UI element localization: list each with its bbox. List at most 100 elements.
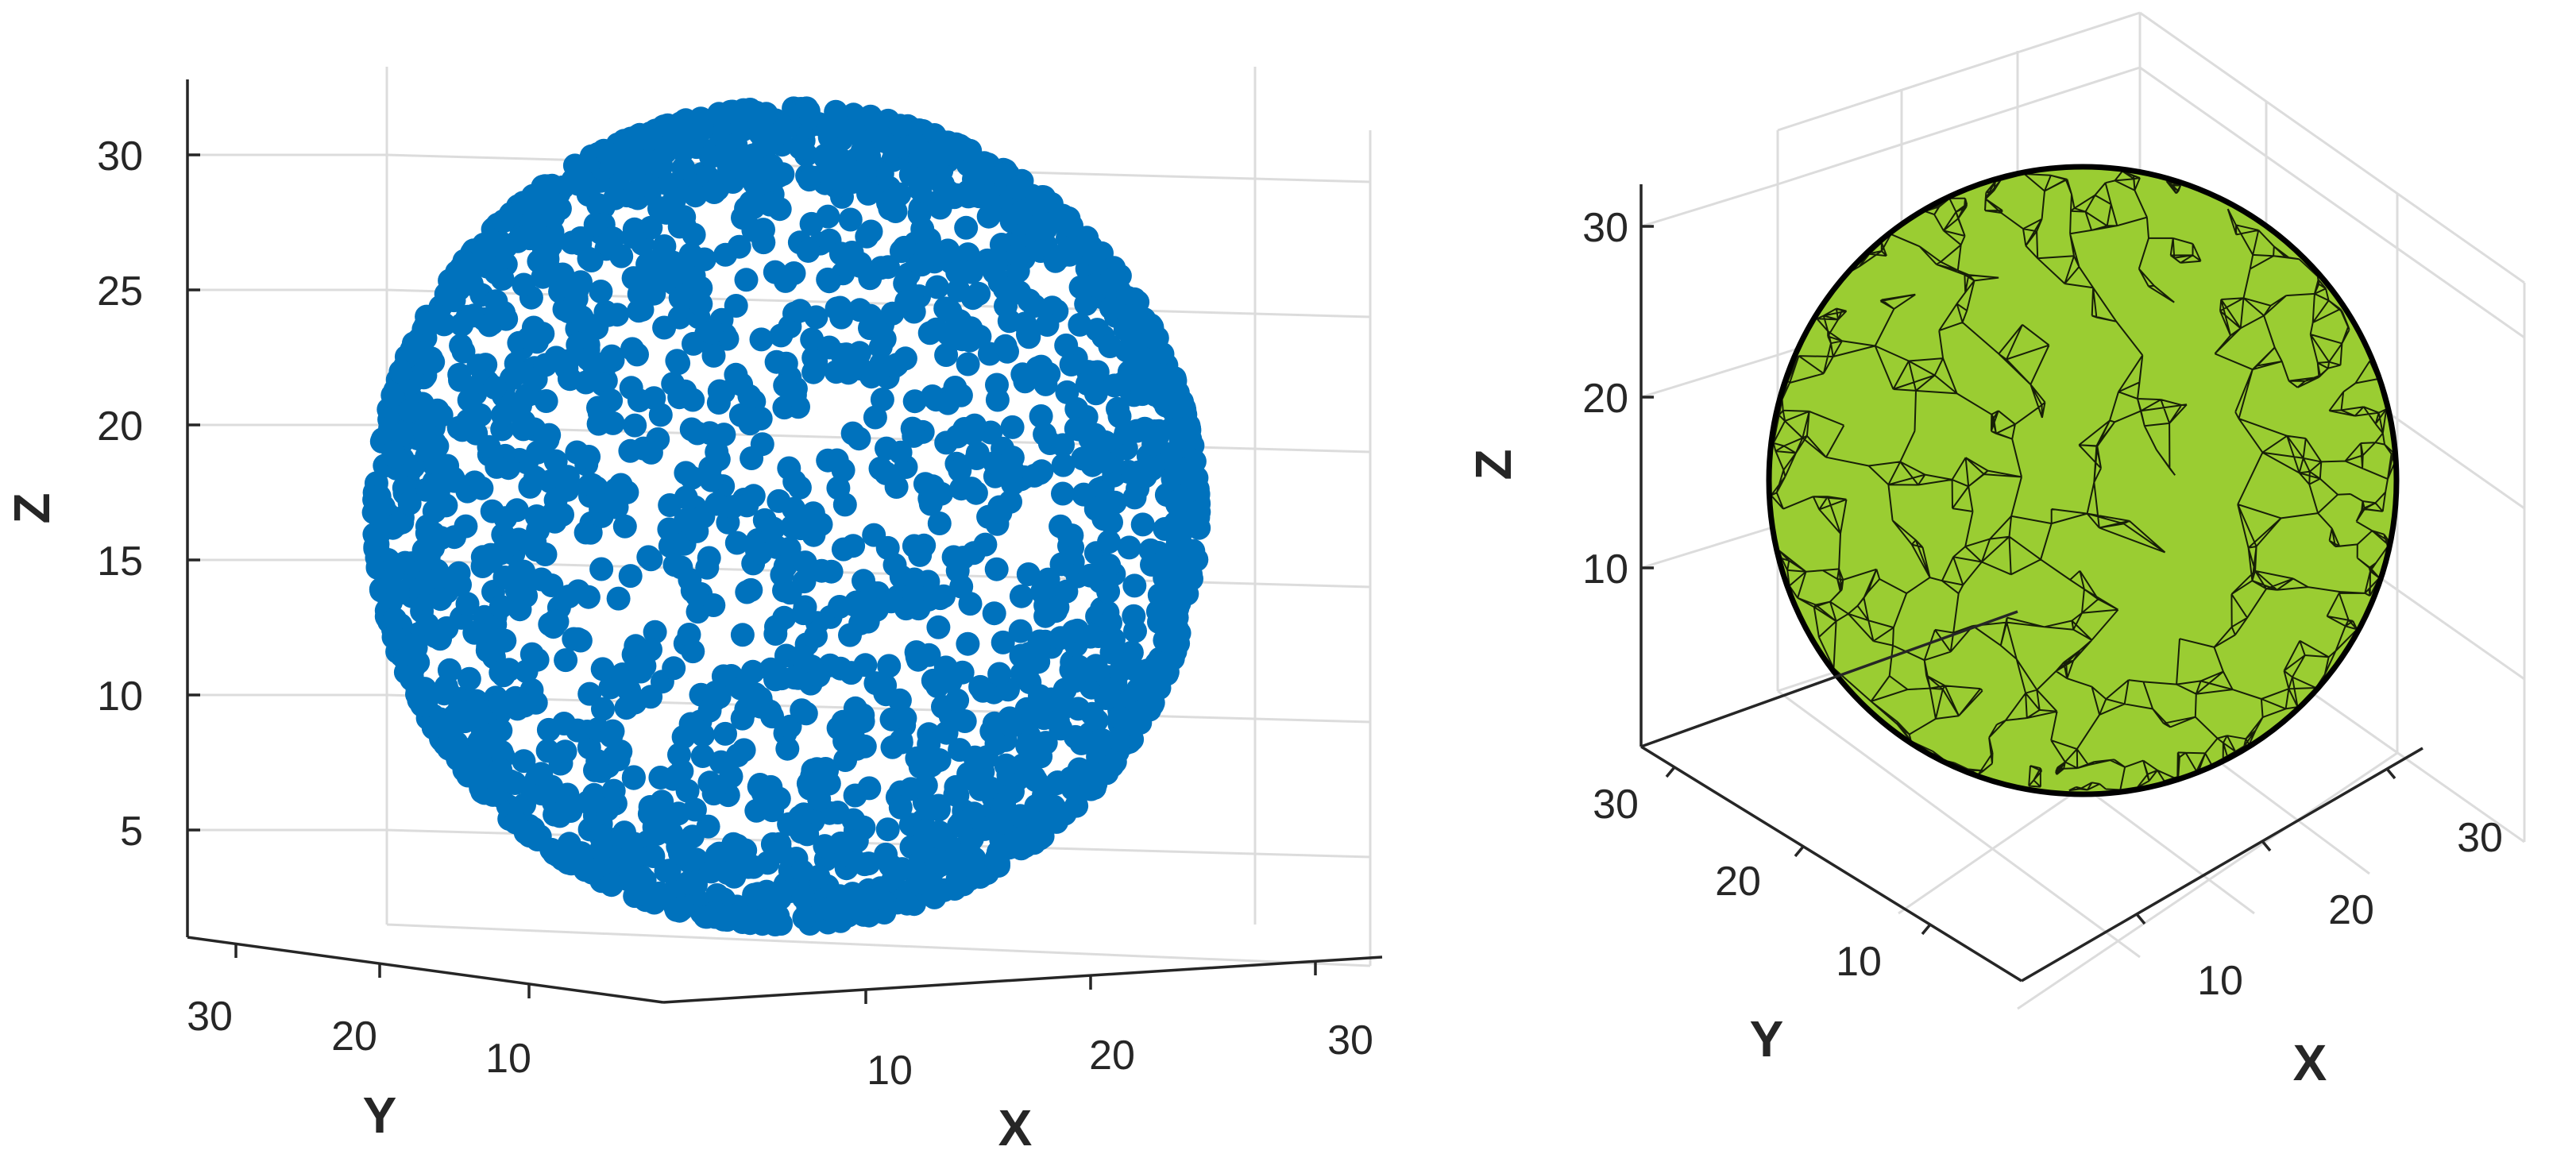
scatter-point — [725, 833, 750, 858]
scatter-point — [795, 822, 820, 847]
scatter-point — [541, 204, 566, 229]
scatter-point — [703, 680, 728, 705]
scatter-point — [388, 359, 413, 384]
scatter-point — [960, 260, 984, 284]
left-y-tick-20: 20 — [331, 1013, 377, 1060]
scatter-point — [521, 315, 546, 340]
scatter-point — [1140, 553, 1164, 577]
scatter-point — [572, 309, 597, 334]
scatter-point — [442, 288, 466, 313]
scatter-point — [536, 717, 561, 742]
scatter-point — [682, 331, 705, 356]
scatter-point — [902, 581, 926, 606]
scatter-point — [730, 706, 755, 731]
scatter-point — [625, 342, 649, 367]
scatter-point — [840, 421, 865, 446]
scatter-point — [1000, 713, 1024, 738]
scatter-point — [535, 179, 560, 203]
scatter-point — [493, 506, 518, 531]
scatter-point — [748, 407, 773, 430]
scatter-point — [1001, 458, 1025, 483]
scatter-point — [778, 581, 802, 605]
scatter-point — [670, 253, 694, 278]
scatter-point — [1049, 552, 1074, 577]
scatter-point — [518, 474, 543, 499]
scatter-point — [554, 648, 578, 673]
scatter-point — [361, 500, 386, 525]
scatter-point — [1049, 244, 1074, 268]
scatter-point — [979, 185, 1004, 210]
scatter-point — [855, 224, 879, 249]
scatter-point — [455, 592, 480, 616]
scatter-point — [1006, 243, 1030, 268]
scatter-plot-3d: 30 25 20 15 10 5 30 20 10 10 20 30 Z Y X — [3, 67, 1383, 1156]
right-x-axis-label: X — [2293, 1034, 2327, 1091]
scatter-point — [1140, 315, 1164, 339]
scatter-point — [934, 720, 959, 745]
scatter-point — [618, 564, 643, 589]
scatter-point — [768, 840, 793, 864]
scatter-point — [553, 739, 577, 764]
scatter-point — [576, 347, 601, 371]
scatter-point — [985, 373, 1009, 397]
scatter-point — [574, 520, 598, 545]
right-x-tick-30: 30 — [2457, 815, 2503, 861]
scatter-point — [667, 841, 692, 866]
scatter-point — [382, 444, 407, 469]
scatter-point — [576, 790, 600, 815]
scatter-point — [707, 379, 732, 403]
scatter-point — [773, 554, 798, 578]
scatter-point — [761, 516, 786, 541]
scatter-point — [639, 215, 663, 240]
scatter-point — [385, 512, 410, 536]
scatter-point — [467, 729, 492, 754]
right-y-tick-20: 20 — [1715, 859, 1761, 905]
scatter-point — [1164, 490, 1188, 515]
scatter-point — [1080, 373, 1105, 398]
scatter-point — [917, 643, 941, 667]
scatter-point — [701, 343, 726, 368]
scatter-point — [707, 102, 732, 126]
scatter-point — [606, 586, 631, 611]
scatter-point — [735, 580, 759, 604]
scatter-point — [796, 771, 821, 796]
scatter-point — [1124, 658, 1148, 682]
scatter-point — [537, 423, 562, 447]
scatter-point — [813, 834, 837, 859]
scatter-point — [868, 334, 893, 359]
scatter-point — [1084, 708, 1109, 733]
scatter-point — [555, 465, 580, 489]
scatter-point — [1123, 619, 1147, 643]
scatter-point — [589, 836, 614, 861]
scatter-point — [994, 753, 1018, 778]
scatter-point — [590, 657, 615, 681]
scatter-point — [932, 584, 956, 608]
x-axis-line — [662, 955, 1383, 1004]
left-x-tick-20: 20 — [1089, 1033, 1135, 1079]
scatter-point — [927, 512, 952, 535]
right-z-tick-20: 20 — [1582, 376, 1628, 422]
scatter-point — [933, 296, 958, 321]
left-x-tick-10: 10 — [867, 1048, 913, 1094]
scatter-point — [796, 238, 821, 263]
scatter-point — [383, 552, 407, 577]
scatter-point — [944, 774, 968, 799]
scatter-point — [957, 853, 982, 878]
scatter-point — [1076, 658, 1101, 683]
scatter-point — [744, 798, 769, 823]
scatter-point — [954, 215, 979, 240]
scatter-point — [828, 656, 853, 681]
scatter-point — [881, 135, 905, 160]
scatter-point — [983, 450, 1007, 475]
right-y-axis-label: Y — [1750, 1010, 1784, 1067]
left-points — [361, 96, 1211, 936]
scatter-point — [1009, 584, 1033, 608]
scatter-point — [1072, 762, 1096, 786]
scatter-point — [609, 244, 634, 268]
scatter-point — [569, 226, 593, 250]
scatter-point — [1064, 397, 1089, 421]
scatter-point — [724, 294, 748, 318]
scatter-point — [574, 370, 598, 395]
scatter-point — [477, 434, 501, 459]
scatter-point — [1097, 530, 1122, 554]
